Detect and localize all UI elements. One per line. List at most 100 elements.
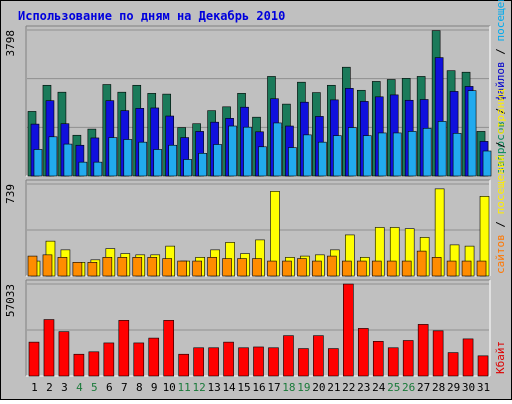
x-tick-label: 28 [432,381,445,394]
x-tick-label: 6 [106,381,113,394]
panel-0-legend-label: запросов / файлов / посещений [494,0,507,174]
bar-сайтов-day-29 [446,260,457,277]
bar-посещений-day-9 [153,149,163,177]
bar-посещений-day-18 [288,147,297,177]
panel-1-legend-part: сайтов [494,234,507,274]
bar-посещений-day-12 [198,153,207,177]
bar-посещений-day-25 [392,132,402,177]
bar-посещений-day-6 [108,137,118,177]
bar-посещений-day-11 [183,159,192,177]
panel-0-legend-part: файлов [494,61,507,101]
bar-посещений-day-19 [303,134,312,177]
x-tick-label: 31 [477,381,490,394]
bar-kbytes-day-7 [118,320,130,377]
x-tick-label: 19 [297,381,310,394]
x-tick-label: 26 [402,381,415,394]
x-tick-label: 16 [252,381,265,394]
bar-сайтов-day-30 [461,260,472,277]
bar-сайтов-day-20 [312,260,322,277]
bar-сайтов-day-1 [27,255,38,277]
bar-посещений-day-26 [407,131,417,177]
bar-сайтов-day-2 [42,254,53,277]
bar-kbytes-day-22 [343,283,354,377]
panel-0-legend-part: посещений [494,0,507,42]
x-tick-label: 18 [282,381,295,394]
bar-сайтов-day-16 [252,258,262,277]
bar-kbytes-day-29 [447,352,459,377]
bar-сайтов-day-3 [57,257,68,277]
bar-сайтов-day-17 [267,260,277,277]
panel-1-legend-part: / [494,214,507,234]
panel-1-legend-part: / [494,135,507,155]
x-tick-label: 25 [387,381,400,394]
panel-0-ymax-label: 3798 [4,30,17,57]
x-tick-label: 11 [178,381,191,394]
bar-kbytes-day-14 [223,341,234,377]
x-tick-label: 12 [193,381,206,394]
bar-сайтов-day-18 [282,260,292,277]
chart-title: Использование по дням на Декабрь 2010 [18,9,285,23]
panel-2-ymax-label: 57033 [4,284,17,317]
x-tick-label: 15 [237,381,250,394]
x-tick-label: 23 [357,381,370,394]
bar-посещений-day-24 [377,132,387,177]
bar-сайтов-day-15 [237,258,247,277]
bar-сайтов-day-9 [147,257,158,277]
bar-kbytes-day-11 [178,353,189,377]
x-tick-label: 5 [91,381,98,394]
bar-kbytes-day-2 [43,319,55,377]
panel-1-legend-part: страниц [494,89,507,135]
x-tick-label: 29 [447,381,460,394]
bar-посещений-day-27 [422,128,432,177]
bar-сайтов-day-7 [117,257,128,277]
x-tick-label: 24 [372,381,386,394]
x-tick-label: 22 [342,381,355,394]
bar-посещений-day-1 [33,149,43,177]
bar-сайтов-day-6 [102,257,113,277]
bar-сайтов-day-28 [431,257,442,277]
bar-сайтов-day-27 [416,250,427,277]
bar-сайтов-day-12 [192,260,202,277]
bar-посещений-day-5 [93,161,103,177]
panel-1-ymax-label: 739 [4,184,17,204]
bar-посещений-day-23 [362,135,372,177]
bar-посещений-day-4 [78,161,88,177]
bar-посещений-day-14 [228,125,237,177]
bar-посещений-day-29 [452,133,462,177]
bar-kbytes-day-18 [283,335,294,377]
x-tick-label: 20 [312,381,325,394]
bar-kbytes-day-19 [298,348,309,377]
panel-0-legend-part: / [494,42,507,62]
bar-kbytes-day-12 [193,347,204,377]
panel-0-legend-part: / [494,101,507,121]
bar-сайтов-day-24 [371,260,382,277]
bar-kbytes-day-16 [253,346,264,377]
bar-kbytes-day-3 [58,331,70,377]
bar-kbytes-day-30 [462,338,474,377]
bar-kbytes-day-28 [432,330,444,377]
bar-kbytes-day-26 [402,340,414,377]
x-tick-label: 7 [121,381,128,394]
bar-сайтов-day-21 [327,255,337,277]
x-tick-label: 9 [151,381,158,394]
bar-сайтов-day-5 [87,262,98,277]
bar-посещений-day-13 [213,144,222,177]
bar-kbytes-day-13 [208,347,219,377]
x-tick-label: 1 [31,381,38,394]
x-tick-label: 2 [46,381,53,394]
x-tick-label: 21 [327,381,340,394]
bar-kbytes-day-9 [148,337,160,377]
bar-kbytes-day-31 [477,355,489,377]
bar-сайтов-day-11 [177,260,187,277]
x-tick-label: 4 [76,381,83,394]
bar-сайтов-day-23 [356,260,367,277]
bar-kbytes-day-27 [417,324,429,377]
bar-kbytes-day-24 [372,341,384,377]
bar-kbytes-day-4 [73,353,85,377]
bar-посещений-day-7 [123,139,133,177]
bar-kbytes-day-10 [163,320,175,377]
bar-посещений-day-2 [48,136,58,177]
bar-kbytes-day-20 [313,335,324,377]
bar-сайтов-day-31 [476,260,487,277]
